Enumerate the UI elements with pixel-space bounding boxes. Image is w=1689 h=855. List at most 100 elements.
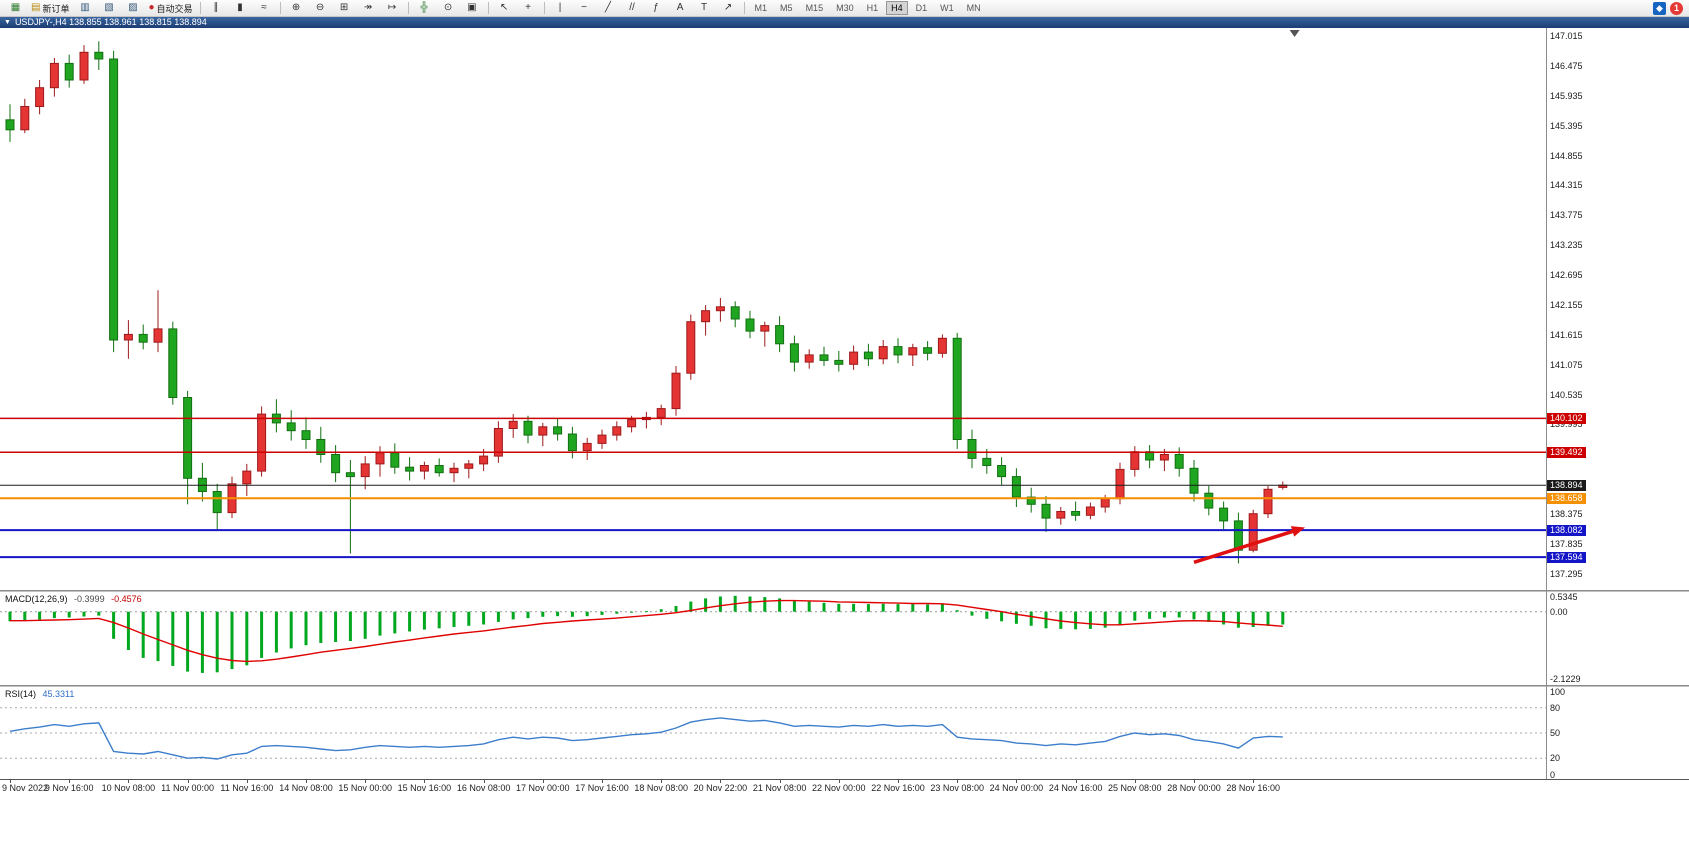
price-axis-label: 146.475	[1550, 60, 1583, 71]
vertical-line-button[interactable]: |	[549, 0, 572, 17]
terminal-button[interactable]: ▨	[121, 0, 144, 17]
text-icon: A	[676, 2, 684, 13]
time-axis-tick	[1075, 780, 1077, 783]
time-axis-tick	[957, 780, 959, 783]
time-axis-tick	[838, 780, 840, 783]
rsi-name: RSI(14)	[5, 689, 37, 699]
time-axis-tick	[424, 780, 426, 783]
timeframe-m30-button[interactable]: M30	[836, 3, 854, 13]
chart-shift-button[interactable]: ↦	[381, 0, 404, 17]
new-chart-button[interactable]: ▦	[4, 0, 27, 17]
templates-button[interactable]: ▣	[461, 0, 484, 17]
trend-arrow-head	[1290, 526, 1305, 537]
navigator-button[interactable]: ▧	[97, 0, 120, 17]
trendline-button[interactable]: ╱	[597, 0, 620, 17]
auto-scroll-button[interactable]: ↠	[357, 0, 380, 17]
time-axis-label: 24 Nov 00:00	[989, 783, 1044, 793]
time-axis-label: 22 Nov 00:00	[812, 783, 866, 793]
time-axis-label: 23 Nov 08:00	[930, 783, 984, 793]
zoom-out-button[interactable]: ⊖	[309, 0, 332, 17]
timeframe-m1-button[interactable]: M1	[754, 3, 768, 13]
time-axis-tick	[1253, 780, 1255, 783]
candlestick-chart-button[interactable]: ▮	[229, 0, 252, 17]
toolbar-separator	[199, 2, 201, 14]
zoom-in-button[interactable]: ⊕	[285, 0, 308, 17]
channel-button[interactable]: //	[621, 0, 644, 17]
chart-shift-marker[interactable]	[1289, 30, 1300, 37]
autotrading-button-label: 自动交易	[156, 3, 193, 14]
label-icon: T	[700, 2, 708, 13]
price-axis-label: 144.855	[1550, 150, 1583, 161]
time-axis-label: 17 Nov 16:00	[575, 783, 629, 793]
periods-button[interactable]: ⊙	[437, 0, 460, 17]
bar-chart-icon: ∥	[213, 2, 219, 13]
time-axis-tick	[1134, 780, 1136, 783]
time-axis-label: 9 Nov 2022	[2, 783, 49, 793]
chart-titlebar[interactable]: ▼ USDJPY-,H4 138.855 138.961 138.815 138…	[0, 17, 1689, 28]
rsi-panel-canvas[interactable]	[0, 687, 1546, 779]
time-axis-label: 15 Nov 16:00	[397, 783, 452, 793]
community-button[interactable]: ◆	[1653, 1, 1666, 15]
macd-axis-label: 0.00	[1550, 606, 1568, 617]
rsi-axis[interactable]: 100 80 50 20 0	[1547, 687, 1689, 780]
rsi-axis-label: 20	[1550, 753, 1561, 764]
price-chart-canvas[interactable]	[0, 28, 1546, 590]
macd-axis[interactable]: 0.5345 0.00 -2.1229	[1547, 592, 1689, 685]
market-watch-icon: ▥	[80, 2, 90, 13]
auto-scroll-icon: ↠	[363, 2, 373, 13]
cursor-button[interactable]: ↖	[493, 0, 516, 17]
price-axis[interactable]: 147.015 146.475 145.935 145.395 144.855 144.3…	[1547, 28, 1689, 590]
macd-label: MACD(12,26,9) -0.3999 -0.4576	[5, 594, 142, 604]
timeframe-d1-button[interactable]: D1	[915, 3, 928, 13]
time-axis-tick	[128, 780, 130, 783]
new-order-icon: ▤	[31, 2, 41, 13]
time-axis-tick	[1016, 780, 1018, 783]
market-watch-button[interactable]: ▥	[73, 0, 96, 17]
timeframe-mn-button[interactable]: MN	[966, 3, 981, 13]
autotrading-button[interactable]: ● 自动交易	[145, 0, 195, 17]
bar-chart-button[interactable]: ∥	[205, 0, 228, 17]
candlestick-chart-icon: ▮	[237, 2, 243, 13]
time-axis-tick	[365, 780, 367, 783]
new-order-button[interactable]: ▤ 新订单	[28, 0, 72, 17]
macd-panel-canvas[interactable]	[0, 592, 1546, 685]
timeframe-m15-button[interactable]: M15	[805, 3, 824, 13]
arrows-button[interactable]: ↗	[717, 0, 740, 17]
panel-resize-handle-rsi[interactable]	[0, 685, 1689, 687]
timeframe-w1-button[interactable]: W1	[940, 3, 954, 13]
time-axis-label: 28 Nov 00:00	[1167, 783, 1221, 793]
price-marker: 139.492	[1547, 446, 1586, 458]
time-axis-label: 17 Nov 00:00	[516, 783, 570, 793]
time-axis-label: 20 Nov 22:00	[693, 783, 748, 793]
timeframe-h4-button[interactable]: H4	[886, 1, 908, 15]
navigator-icon: ▧	[104, 2, 114, 13]
time-axis-tick	[898, 780, 899, 783]
text-button[interactable]: A	[669, 0, 692, 17]
macd-axis-label: 0.5345	[1550, 592, 1578, 602]
tile-windows-button[interactable]: ⊞	[333, 0, 356, 17]
rsi-value: 45.3311	[42, 689, 75, 699]
rsi-axis-label: 80	[1550, 702, 1561, 713]
price-axis-label: 140.535	[1550, 389, 1583, 400]
timeframe-m5-button[interactable]: M5	[780, 3, 793, 13]
time-axis-label: 21 Nov 08:00	[752, 783, 807, 793]
indicators-button[interactable]: ╬	[413, 0, 436, 17]
news-count-badge[interactable]: 1	[1670, 1, 1683, 15]
chart-shift-icon: ↦	[387, 2, 397, 13]
price-axis-label: 143.235	[1550, 240, 1583, 251]
line-chart-button[interactable]: ≈	[253, 0, 276, 17]
crosshair-button[interactable]: +	[517, 0, 540, 17]
tile-windows-icon: ⊞	[339, 2, 349, 13]
macd-name: MACD(12,26,9)	[5, 594, 68, 604]
timeframe-h1-button[interactable]: H1	[866, 3, 879, 13]
panel-resize-handle-macd[interactable]	[0, 590, 1689, 592]
time-axis[interactable]: 9 Nov 2022 9 Nov 16:00 10 Nov 08:00 11 Nov …	[0, 779, 1689, 794]
toolbar-right-group: ◆ 1	[1653, 1, 1685, 15]
trend-arrow-annotation[interactable]	[1193, 529, 1294, 564]
chart-dropdown-icon[interactable]: ▼	[4, 19, 11, 26]
fibonacci-button[interactable]: ƒ	[645, 0, 668, 17]
horizontal-line-button[interactable]: −	[573, 0, 596, 17]
time-axis-label: 10 Nov 08:00	[101, 783, 156, 793]
time-axis-label: 22 Nov 16:00	[871, 783, 925, 793]
label-button[interactable]: T	[693, 0, 716, 17]
